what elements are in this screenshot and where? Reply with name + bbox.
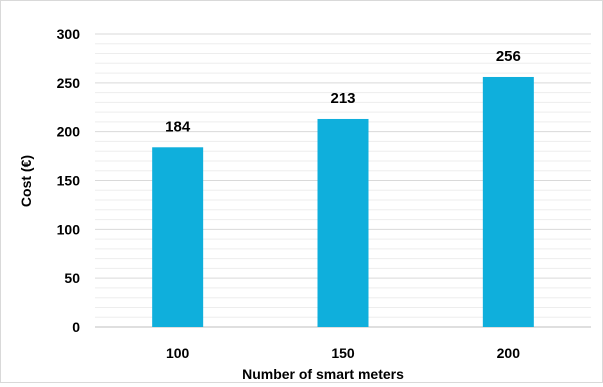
y-tick-label: 250 <box>57 75 81 91</box>
x-axis-title: Number of smart meters <box>242 366 404 382</box>
bar-200 <box>482 76 534 328</box>
y-tick-label: 200 <box>57 124 81 140</box>
y-tick-label: 100 <box>57 221 81 237</box>
data-label: 256 <box>496 48 521 65</box>
bar-150 <box>317 118 369 327</box>
x-tick-label: 200 <box>497 345 521 361</box>
data-label: 184 <box>165 118 191 135</box>
y-tick-label: 0 <box>72 319 80 335</box>
label-layer: 0 50 100 150 200 250 300 184 100 213 150 256 200 <box>57 26 521 361</box>
x-tick-label: 100 <box>166 345 190 361</box>
bar-100 <box>152 147 204 327</box>
y-tick-label: 300 <box>57 26 81 42</box>
y-axis-title: Cost (€) <box>18 155 34 207</box>
bar-layer <box>152 76 534 328</box>
data-label: 213 <box>330 90 355 107</box>
y-tick-label: 50 <box>64 270 80 286</box>
y-tick-label: 150 <box>57 173 81 189</box>
x-tick-label: 150 <box>331 345 355 361</box>
